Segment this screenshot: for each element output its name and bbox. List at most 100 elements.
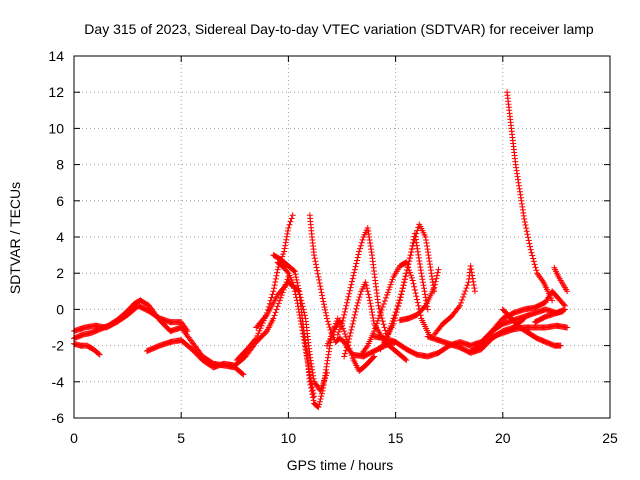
data-point bbox=[318, 385, 325, 392]
data-point bbox=[397, 294, 404, 301]
data-point bbox=[408, 274, 415, 281]
data-point bbox=[321, 304, 328, 311]
data-point bbox=[460, 293, 467, 300]
series-arc-22 bbox=[504, 89, 556, 304]
data-point bbox=[407, 252, 414, 259]
data-point bbox=[289, 212, 296, 219]
data-point bbox=[455, 304, 462, 311]
data-point bbox=[95, 350, 102, 357]
data-point bbox=[343, 302, 350, 309]
data-point bbox=[406, 258, 413, 265]
data-point bbox=[283, 233, 290, 240]
data-point bbox=[296, 288, 303, 295]
data-point bbox=[284, 230, 291, 237]
data-point bbox=[340, 314, 347, 321]
data-point bbox=[414, 296, 421, 303]
data-point bbox=[337, 323, 344, 330]
data-point bbox=[354, 299, 361, 306]
data-point bbox=[271, 312, 278, 319]
data-point bbox=[404, 264, 411, 271]
data-point bbox=[469, 272, 476, 279]
data-point bbox=[384, 291, 391, 298]
data-point bbox=[355, 296, 362, 303]
data-point bbox=[262, 313, 269, 320]
data-point bbox=[271, 285, 278, 292]
data-point bbox=[311, 252, 318, 259]
data-point bbox=[380, 300, 387, 307]
data-point bbox=[351, 266, 358, 273]
data-point bbox=[521, 315, 528, 322]
data-point bbox=[352, 263, 359, 270]
data-point bbox=[349, 320, 356, 327]
data-point bbox=[350, 317, 357, 324]
data-point bbox=[283, 236, 290, 243]
data-point bbox=[322, 309, 329, 316]
data-point bbox=[421, 303, 428, 310]
data-points bbox=[71, 89, 571, 411]
data-point bbox=[345, 338, 352, 345]
data-point bbox=[387, 281, 394, 288]
data-point bbox=[324, 318, 331, 325]
series-arc-7 bbox=[274, 259, 318, 400]
data-point bbox=[316, 276, 323, 283]
data-point bbox=[533, 267, 540, 274]
data-point bbox=[462, 288, 469, 295]
data-point bbox=[342, 333, 349, 340]
data-point bbox=[431, 281, 438, 288]
data-point bbox=[384, 289, 391, 296]
data-point bbox=[284, 227, 291, 234]
data-point bbox=[362, 279, 369, 286]
data-point bbox=[299, 303, 306, 310]
data-point bbox=[335, 329, 342, 336]
data-point bbox=[359, 236, 366, 243]
data-point bbox=[418, 270, 425, 277]
data-point bbox=[377, 310, 384, 317]
y-tick-label: 14 bbox=[48, 48, 64, 64]
y-tick-label: 10 bbox=[48, 120, 64, 136]
data-point bbox=[464, 282, 471, 289]
data-point bbox=[564, 288, 571, 295]
data-point bbox=[312, 258, 319, 265]
data-point bbox=[311, 393, 318, 400]
data-point bbox=[341, 308, 348, 315]
data-point bbox=[402, 356, 409, 363]
data-point bbox=[471, 288, 478, 295]
data-point bbox=[357, 242, 364, 249]
data-point bbox=[418, 273, 425, 280]
data-point bbox=[317, 387, 324, 394]
data-point bbox=[409, 246, 416, 253]
data-point bbox=[323, 315, 330, 322]
data-point bbox=[409, 243, 416, 250]
data-point bbox=[525, 234, 532, 241]
data-point bbox=[530, 255, 537, 262]
series-arc-19 bbox=[424, 315, 528, 356]
data-point bbox=[413, 293, 420, 300]
data-point bbox=[557, 342, 564, 349]
data-point bbox=[366, 297, 373, 304]
data-point bbox=[461, 291, 468, 298]
data-point bbox=[274, 269, 281, 276]
data-point bbox=[403, 357, 410, 364]
data-point bbox=[368, 306, 375, 313]
data-point bbox=[399, 285, 406, 292]
data-point bbox=[411, 283, 418, 290]
data-point bbox=[531, 261, 538, 268]
data-point bbox=[467, 262, 474, 269]
data-point bbox=[314, 267, 321, 274]
data-point bbox=[468, 269, 475, 276]
data-point bbox=[405, 261, 412, 268]
data-point bbox=[268, 294, 275, 301]
data-point bbox=[530, 258, 537, 265]
data-point bbox=[470, 278, 477, 285]
data-point bbox=[520, 316, 527, 323]
series-arc-3 bbox=[71, 340, 103, 358]
data-point bbox=[366, 294, 373, 301]
data-point bbox=[379, 303, 386, 310]
x-tick-label: 0 bbox=[70, 430, 78, 446]
data-point bbox=[410, 280, 417, 287]
data-point bbox=[309, 394, 316, 401]
y-tick-label: 2 bbox=[56, 265, 64, 281]
data-point bbox=[334, 331, 341, 338]
data-point bbox=[391, 317, 398, 324]
